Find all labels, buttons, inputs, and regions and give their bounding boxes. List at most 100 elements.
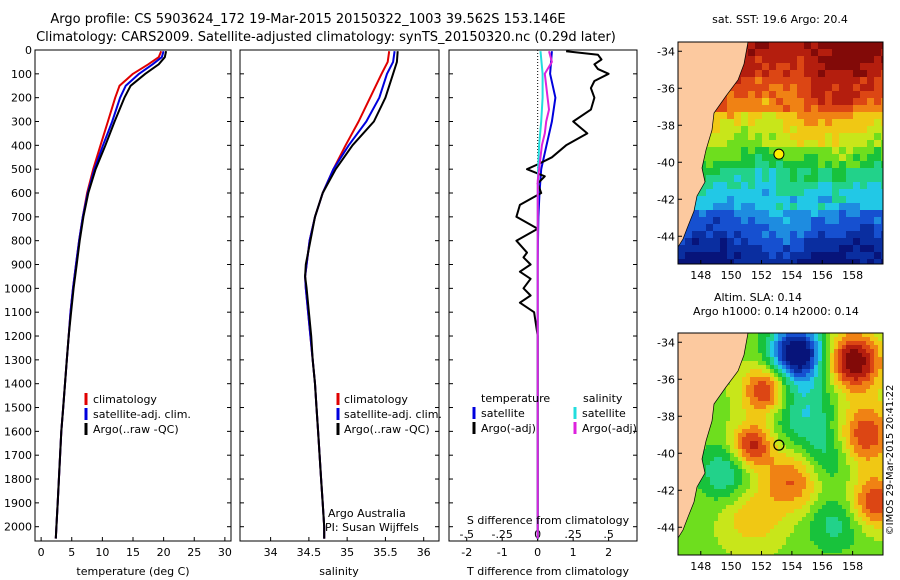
heatmap-cell xyxy=(806,453,811,458)
heatmap-cell xyxy=(685,231,693,239)
heatmap-cell xyxy=(734,493,739,498)
heatmap-cell xyxy=(770,493,775,498)
heatmap-cell xyxy=(754,377,759,382)
heatmap-cell xyxy=(762,168,770,176)
heatmap-cell xyxy=(738,453,743,458)
heatmap-cell xyxy=(842,541,847,546)
heatmap-cell xyxy=(720,189,728,197)
heatmap-cell xyxy=(778,381,783,386)
heatmap-cell xyxy=(714,509,719,514)
heatmap-cell xyxy=(853,224,861,232)
heatmap-cell xyxy=(794,493,799,498)
map-x-tick-label: 156 xyxy=(812,269,833,282)
heatmap-cell xyxy=(862,365,867,370)
heatmap-cell xyxy=(699,252,707,260)
heatmap-cell xyxy=(794,501,799,506)
heatmap-cell xyxy=(830,513,835,518)
heatmap-cell xyxy=(878,549,883,554)
heatmap-cell xyxy=(798,537,803,542)
heatmap-cell xyxy=(810,381,815,386)
heatmap-cell xyxy=(778,453,783,458)
heatmap-cell xyxy=(778,513,783,518)
heatmap-cell xyxy=(854,437,859,442)
temperature-xlabel: temperature (deg C) xyxy=(76,565,189,578)
heatmap-cell xyxy=(722,537,727,542)
heatmap-cell xyxy=(702,541,707,546)
heatmap-cell xyxy=(778,433,783,438)
heatmap-cell xyxy=(727,91,735,99)
heatmap-cell xyxy=(798,521,803,526)
heatmap-cell xyxy=(758,417,763,422)
heatmap-cell xyxy=(826,497,831,502)
heatmap-cell xyxy=(806,461,811,466)
heatmap-cell xyxy=(830,489,835,494)
heatmap-cell xyxy=(874,333,879,338)
heatmap-cell xyxy=(786,517,791,522)
heatmap-cell xyxy=(822,553,827,555)
heatmap-cell xyxy=(874,369,879,374)
heatmap-cell xyxy=(742,437,747,442)
heatmap-cell xyxy=(790,413,795,418)
heatmap-cell xyxy=(804,133,812,141)
heatmap-cell xyxy=(750,413,755,418)
heatmap-cell xyxy=(766,381,771,386)
heatmap-cell xyxy=(762,401,767,406)
x-tick-label: 35.5 xyxy=(373,546,398,559)
heatmap-cell xyxy=(794,449,799,454)
heatmap-cell xyxy=(741,210,749,218)
heatmap-cell xyxy=(866,457,871,462)
heatmap-cell xyxy=(870,413,875,418)
heatmap-cell xyxy=(782,549,787,554)
heatmap-cell xyxy=(870,461,875,466)
heatmap-cell xyxy=(842,393,847,398)
heatmap-cell xyxy=(814,437,819,442)
heatmap-cell xyxy=(811,49,819,57)
heatmap-cell xyxy=(734,397,739,402)
heatmap-cell xyxy=(802,485,807,490)
heatmap-cell xyxy=(774,405,779,410)
heatmap-cell xyxy=(818,84,826,92)
heatmap-cell xyxy=(797,105,805,113)
heatmap-cell xyxy=(790,357,795,362)
heatmap-cell xyxy=(806,449,811,454)
heatmap-cell xyxy=(846,505,851,510)
heatmap-cell xyxy=(834,373,839,378)
heatmap-cell xyxy=(783,70,791,78)
heatmap-cell xyxy=(770,505,775,510)
heatmap-cell xyxy=(806,389,811,394)
heatmap-cell xyxy=(762,98,770,106)
heatmap-cell xyxy=(842,529,847,534)
heatmap-cell xyxy=(734,168,742,176)
sst-argo-location-marker xyxy=(773,148,785,160)
heatmap-cell xyxy=(834,521,839,526)
heatmap-cell xyxy=(730,429,735,434)
heatmap-cell xyxy=(826,413,831,418)
heatmap-cell xyxy=(770,377,775,382)
heatmap-cell xyxy=(682,529,687,534)
heatmap-cell xyxy=(734,182,742,190)
heatmap-cell xyxy=(804,203,812,211)
heatmap-cell xyxy=(818,203,826,211)
heatmap-cell xyxy=(866,473,871,478)
heatmap-cell xyxy=(758,437,763,442)
heatmap-cell xyxy=(786,381,791,386)
heatmap-cell xyxy=(774,513,779,518)
heatmap-cell xyxy=(811,182,819,190)
heatmap-cell xyxy=(750,385,755,390)
heatmap-cell xyxy=(842,413,847,418)
heatmap-cell xyxy=(758,549,763,554)
heatmap-cell xyxy=(790,189,798,197)
heatmap-cell xyxy=(782,361,787,366)
heatmap-cell xyxy=(878,461,883,466)
heatmap-cell xyxy=(702,553,707,555)
heatmap-cell xyxy=(694,545,699,550)
heatmap-cell xyxy=(862,377,867,382)
heatmap-cell xyxy=(834,541,839,546)
heatmap-cell xyxy=(814,497,819,502)
heatmap-cell xyxy=(826,421,831,426)
heatmap-cell xyxy=(838,453,843,458)
heatmap-cell xyxy=(776,119,784,127)
heatmap-cell xyxy=(762,377,767,382)
heatmap-cell xyxy=(878,541,883,546)
heatmap-cell xyxy=(802,437,807,442)
